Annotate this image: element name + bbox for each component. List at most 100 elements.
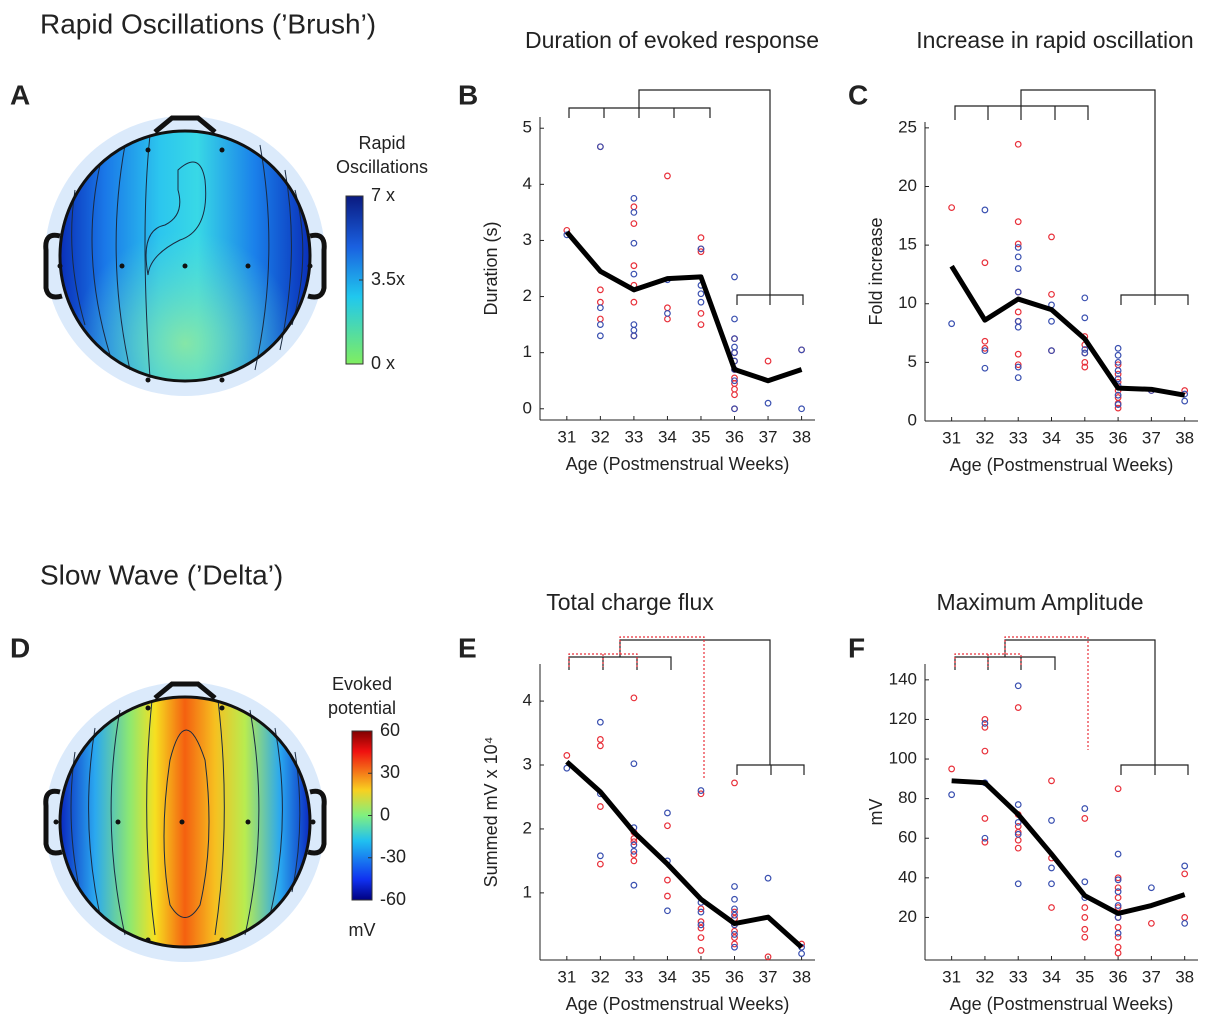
y-axis-label: Duration (s) bbox=[481, 221, 501, 315]
data-point bbox=[596, 332, 604, 340]
data-point bbox=[981, 723, 989, 731]
chart-title: Maximum Amplitude bbox=[936, 589, 1143, 615]
data-point bbox=[697, 924, 705, 932]
data-point bbox=[1014, 308, 1022, 316]
data-point bbox=[731, 911, 738, 919]
x-tick-label: 36 bbox=[725, 427, 744, 446]
data-point bbox=[596, 718, 604, 726]
data-point bbox=[1081, 878, 1089, 886]
data-point bbox=[1114, 367, 1122, 374]
data-point bbox=[731, 908, 738, 916]
data-point bbox=[981, 364, 989, 372]
data-point bbox=[981, 259, 989, 267]
data-point bbox=[1014, 253, 1022, 261]
data-point bbox=[630, 694, 638, 702]
colorbar-tick-label: 7 x bbox=[371, 185, 395, 205]
chart-title: Total charge flux bbox=[546, 589, 714, 615]
data-point bbox=[1014, 218, 1022, 226]
x-axis-label: Age (Postmenstrual Weeks) bbox=[950, 994, 1174, 1014]
data-point bbox=[1081, 358, 1089, 366]
x-tick-label: 34 bbox=[1042, 428, 1061, 447]
y-tick-label: 1 bbox=[523, 882, 532, 901]
data-point bbox=[1014, 244, 1022, 251]
data-point bbox=[731, 315, 738, 323]
data-point bbox=[1114, 358, 1122, 366]
data-point bbox=[1048, 817, 1055, 824]
chart-title: Increase in rapid oscillation bbox=[916, 27, 1193, 53]
data-point bbox=[1114, 884, 1122, 892]
data-point bbox=[1081, 363, 1089, 371]
mean-line bbox=[565, 759, 804, 950]
data-point bbox=[596, 286, 604, 294]
x-axis-label: Age (Postmenstrual Weeks) bbox=[566, 994, 790, 1014]
data-point bbox=[1014, 682, 1022, 690]
x-tick-label: 31 bbox=[942, 967, 961, 986]
data-point bbox=[1147, 919, 1155, 927]
data-point bbox=[1014, 240, 1022, 248]
data-point bbox=[596, 852, 604, 860]
data-point bbox=[1048, 864, 1055, 872]
panel-letter: A bbox=[10, 79, 30, 110]
x-tick-label: 33 bbox=[624, 967, 643, 986]
data-point bbox=[630, 851, 638, 858]
data-point bbox=[1048, 290, 1055, 298]
colorbar-tick-label: 0 x bbox=[371, 353, 395, 373]
data-point bbox=[630, 270, 638, 278]
data-point bbox=[697, 918, 705, 926]
data-point bbox=[731, 335, 738, 343]
data-point bbox=[731, 391, 738, 399]
data-point bbox=[630, 321, 638, 329]
data-point bbox=[731, 385, 738, 393]
y-tick-label: 0 bbox=[523, 398, 532, 417]
data-point bbox=[697, 787, 705, 794]
y-tick-label: 5 bbox=[523, 118, 532, 137]
data-point bbox=[1181, 919, 1189, 927]
data-point bbox=[596, 742, 604, 750]
section-heading: Slow Wave (’Delta’) bbox=[40, 559, 283, 590]
data-point bbox=[630, 203, 638, 211]
x-tick-label: 35 bbox=[692, 427, 711, 446]
data-point bbox=[731, 273, 738, 281]
data-point bbox=[981, 347, 989, 355]
data-point bbox=[1081, 815, 1089, 822]
data-point bbox=[1114, 404, 1122, 412]
panel-letter: C bbox=[848, 79, 868, 110]
y-tick-label: 20 bbox=[898, 176, 917, 195]
significance-bracket bbox=[568, 636, 1089, 780]
data-point bbox=[731, 405, 738, 413]
data-point bbox=[630, 881, 638, 889]
data-point bbox=[664, 304, 671, 312]
data-point bbox=[630, 298, 638, 306]
data-point bbox=[1114, 923, 1122, 931]
colorbar-tick-label: -30 bbox=[380, 847, 406, 867]
data-point bbox=[764, 399, 772, 407]
panel-letter: B bbox=[458, 79, 478, 110]
data-point bbox=[1114, 933, 1122, 941]
data-point bbox=[1014, 140, 1022, 148]
chart-title: Duration of evoked response bbox=[525, 27, 819, 53]
data-point bbox=[1147, 884, 1155, 892]
data-point bbox=[1114, 876, 1122, 884]
x-tick-label: 36 bbox=[725, 967, 744, 986]
data-point bbox=[596, 321, 604, 329]
x-tick-label: 31 bbox=[557, 427, 576, 446]
data-point bbox=[731, 883, 738, 890]
y-tick-label: 15 bbox=[898, 235, 917, 254]
data-point bbox=[697, 248, 705, 256]
x-tick-label: 35 bbox=[1075, 967, 1094, 986]
data-point bbox=[1114, 943, 1122, 951]
y-tick-label: 2 bbox=[523, 818, 532, 837]
data-point bbox=[697, 321, 705, 329]
colorbar-tick-label: 3.5x bbox=[371, 269, 405, 289]
data-point bbox=[1048, 777, 1055, 785]
x-tick-label: 35 bbox=[1075, 428, 1094, 447]
data-point bbox=[1081, 314, 1089, 322]
data-point bbox=[1081, 933, 1089, 941]
x-tick-label: 33 bbox=[624, 427, 643, 446]
data-point bbox=[664, 876, 671, 884]
panel-letter: F bbox=[848, 632, 865, 663]
y-tick-label: 0 bbox=[908, 410, 917, 429]
data-point bbox=[630, 220, 638, 228]
data-point bbox=[981, 344, 989, 352]
data-point bbox=[764, 874, 772, 882]
